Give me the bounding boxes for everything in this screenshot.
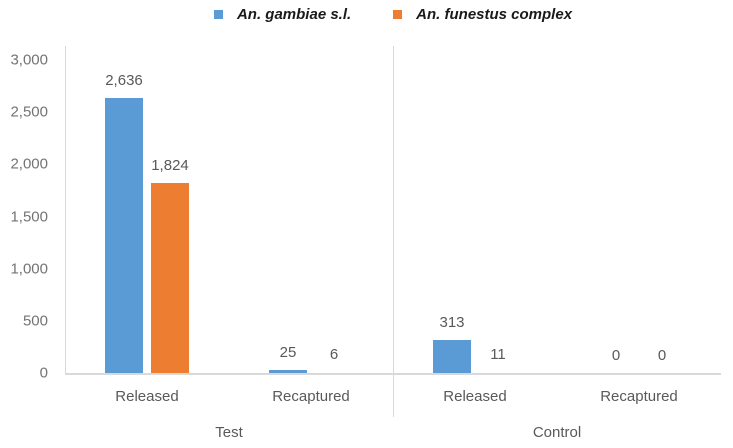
category-label-recaptured: Recaptured: [600, 388, 678, 405]
category-label-released: Released: [443, 388, 507, 405]
bar-value-label: 11: [490, 345, 506, 363]
bar-value-label: 0: [657, 347, 667, 364]
y-tick-label: 0: [39, 364, 48, 382]
bar-value-label: 0: [611, 347, 621, 364]
y-tick-label: 1,500: [10, 208, 48, 225]
bar-value-label: 1,824: [151, 156, 189, 174]
legend-swatch-icon: [393, 9, 403, 19]
bar-series1-test-recaptured: [269, 370, 307, 373]
legend-swatch-icon: [213, 9, 223, 19]
y-tick-label: 2,000: [10, 155, 48, 173]
bar-series1-control-released: [433, 340, 471, 373]
legend-label: An. gambiae s.l.: [236, 5, 352, 23]
group-separator-line: [393, 46, 394, 417]
y-tick-label: 2,500: [10, 103, 48, 121]
group-label-control: Control: [532, 424, 582, 441]
bar-series1-test-released: [105, 97, 143, 373]
category-label-recaptured: Recaptured: [272, 388, 350, 405]
category-label-released: Released: [115, 388, 179, 405]
bar-value-label: 313: [439, 314, 465, 332]
bar-value-label: 25: [279, 344, 297, 362]
legend-item-1: An. gambiae s.l.: [213, 5, 352, 23]
y-tick-label: 1,000: [10, 260, 48, 278]
bar-value-label: 2,636: [105, 71, 143, 89]
y-tick-label: 500: [22, 312, 48, 330]
legend-item-2: An. funestus complex: [393, 6, 572, 23]
bar-series2-test-released: [151, 182, 189, 373]
group-label-test: Test: [215, 424, 243, 441]
legend-label: An. funestus complex: [416, 5, 573, 23]
y-tick-label: 3,000: [10, 51, 48, 69]
y-axis-line: [65, 46, 66, 373]
bar-value-label: 6: [329, 346, 339, 364]
chart-legend: An. gambiae s.l. An. funestus complex: [65, 2, 721, 26]
